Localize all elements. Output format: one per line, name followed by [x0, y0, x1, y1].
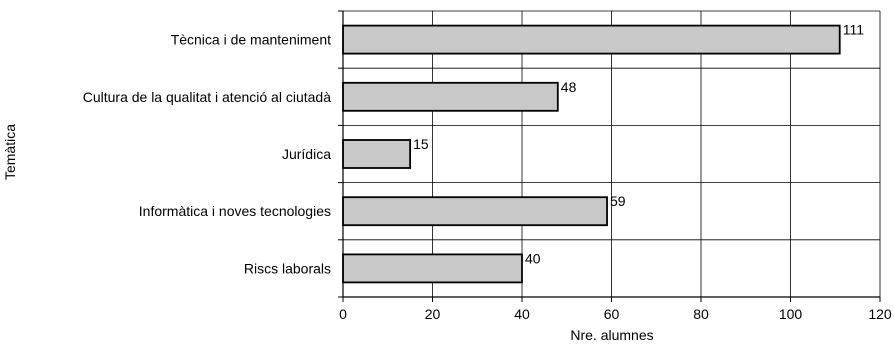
grid [343, 10, 881, 297]
category-label: Jurídica [282, 146, 331, 162]
x-tick-label: 40 [514, 306, 530, 322]
category-label: Informàtica i noves tecnologies [139, 203, 331, 219]
data-label: 111 [843, 22, 864, 38]
axes [338, 10, 881, 302]
x-tick-label: 0 [339, 306, 347, 322]
category-label: Riscs laborals [244, 260, 331, 276]
bar [342, 196, 608, 227]
bar [342, 253, 523, 284]
category-label: Tècnica i de manteniment [171, 32, 331, 48]
labels: 0 20 40 60 80 100 120 Tècnica i de manteniment 1… [83, 22, 892, 322]
bars [342, 24, 841, 284]
x-tick-label: 20 [425, 306, 441, 322]
x-tick-label: 80 [693, 306, 709, 322]
data-label: 48 [561, 79, 577, 95]
category-label: Cultura de la qualitat i atenció al ciut… [83, 89, 331, 105]
x-tick-label: 60 [604, 306, 620, 322]
y-axis-title: Temàtica [2, 124, 18, 180]
data-label: 40 [525, 250, 541, 266]
data-label: 15 [413, 136, 429, 152]
data-label: 59 [610, 193, 626, 209]
bar [342, 24, 841, 55]
x-tick-label: 120 [868, 306, 892, 322]
bar [342, 139, 412, 169]
bar [342, 81, 559, 112]
x-axis-title: Nre. alumnes [570, 327, 653, 343]
x-tick-label: 100 [779, 306, 803, 322]
